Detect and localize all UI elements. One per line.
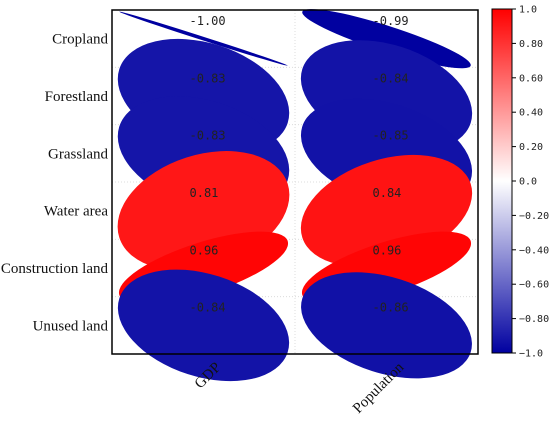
colorbar-tick-label: −1.0 (519, 349, 543, 360)
ellipse-cropland-population (302, 9, 471, 69)
colorbar-tick-label: −0.60 (519, 280, 549, 291)
value-label: -1.00 (190, 14, 226, 28)
row-label: Grassland (48, 146, 108, 162)
row-label: Cropland (52, 32, 108, 48)
colorbar-tick-label: 0.0 (519, 177, 537, 188)
colorbar-tick-label: −0.40 (519, 245, 549, 256)
ellipse-unused-land-population (301, 272, 472, 379)
value-labels: -1.00 -0.99 -0.83 -0.84 -0.83 -0.85 0.81 0.84 0.… (190, 14, 409, 315)
colorbar-gradient (491, 8, 513, 354)
colorbar-tick-label: −0.20 (519, 211, 549, 222)
row-label: Unused land (33, 318, 109, 334)
colorbar-tick-label: 0.40 (519, 108, 543, 119)
ellipse-cropland-gdp (119, 11, 288, 66)
colorbar: 1.0 0.80 0.60 0.40 0.20 0.0 −0.20 −0.40 −0.60 −0.… (491, 5, 549, 360)
ellipse-layer (117, 9, 473, 382)
colorbar-tick-label: 0.80 (519, 39, 543, 50)
colorbar-tick-label: −0.80 (519, 314, 549, 325)
value-label: 0.96 (190, 243, 219, 257)
row-label: Water area (44, 204, 108, 220)
value-label: -0.84 (190, 301, 226, 315)
value-label: -0.99 (373, 14, 409, 28)
row-labels: Cropland Forestland Grassland Water area Con… (1, 32, 109, 335)
colorbar-tick-label: 0.20 (519, 142, 543, 153)
value-label: -0.83 (190, 129, 226, 143)
value-label: 0.84 (373, 186, 402, 200)
plot-frame (111, 9, 479, 355)
value-label: -0.84 (373, 71, 409, 85)
value-label: -0.86 (373, 301, 409, 315)
colorbar-tick-label: 1.0 (519, 5, 537, 16)
value-label: -0.85 (373, 129, 409, 143)
row-label: Construction land (1, 261, 109, 277)
colorbar-tick-label: 0.60 (519, 73, 543, 84)
ellipse-unused-land-gdp (117, 269, 290, 382)
value-label: 0.96 (373, 243, 402, 257)
value-label: -0.83 (190, 71, 226, 85)
value-label: 0.81 (190, 186, 219, 200)
row-label: Forestland (45, 89, 109, 105)
